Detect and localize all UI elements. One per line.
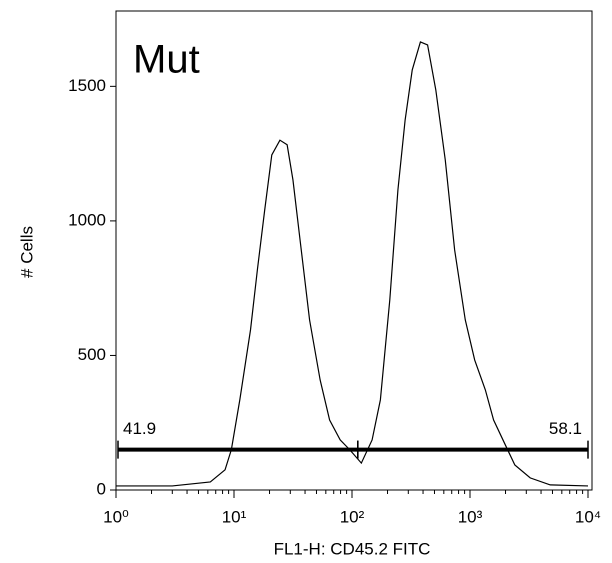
x-tick-label: 10⁰ — [103, 507, 129, 526]
histogram-line — [116, 41, 589, 487]
x-tick-label: 10⁴ — [575, 507, 601, 526]
y-tick-label: 1500 — [68, 76, 106, 95]
x-tick-label: 10¹ — [222, 507, 247, 526]
x-axis-label: FL1-H: CD45.2 FITC — [274, 539, 431, 558]
x-tick-label: 10² — [340, 507, 365, 526]
y-tick-label: 0 — [97, 479, 106, 498]
y-tick-label: 1000 — [68, 210, 106, 229]
gate-label: 58.1 — [549, 419, 582, 438]
gate-label: 41.9 — [123, 419, 156, 438]
chart-title: Mut — [133, 38, 200, 82]
y-tick-label: 500 — [78, 345, 106, 364]
plot-frame — [115, 10, 593, 491]
x-tick-label: 10³ — [458, 507, 483, 526]
y-axis-label: # Cells — [17, 226, 36, 278]
